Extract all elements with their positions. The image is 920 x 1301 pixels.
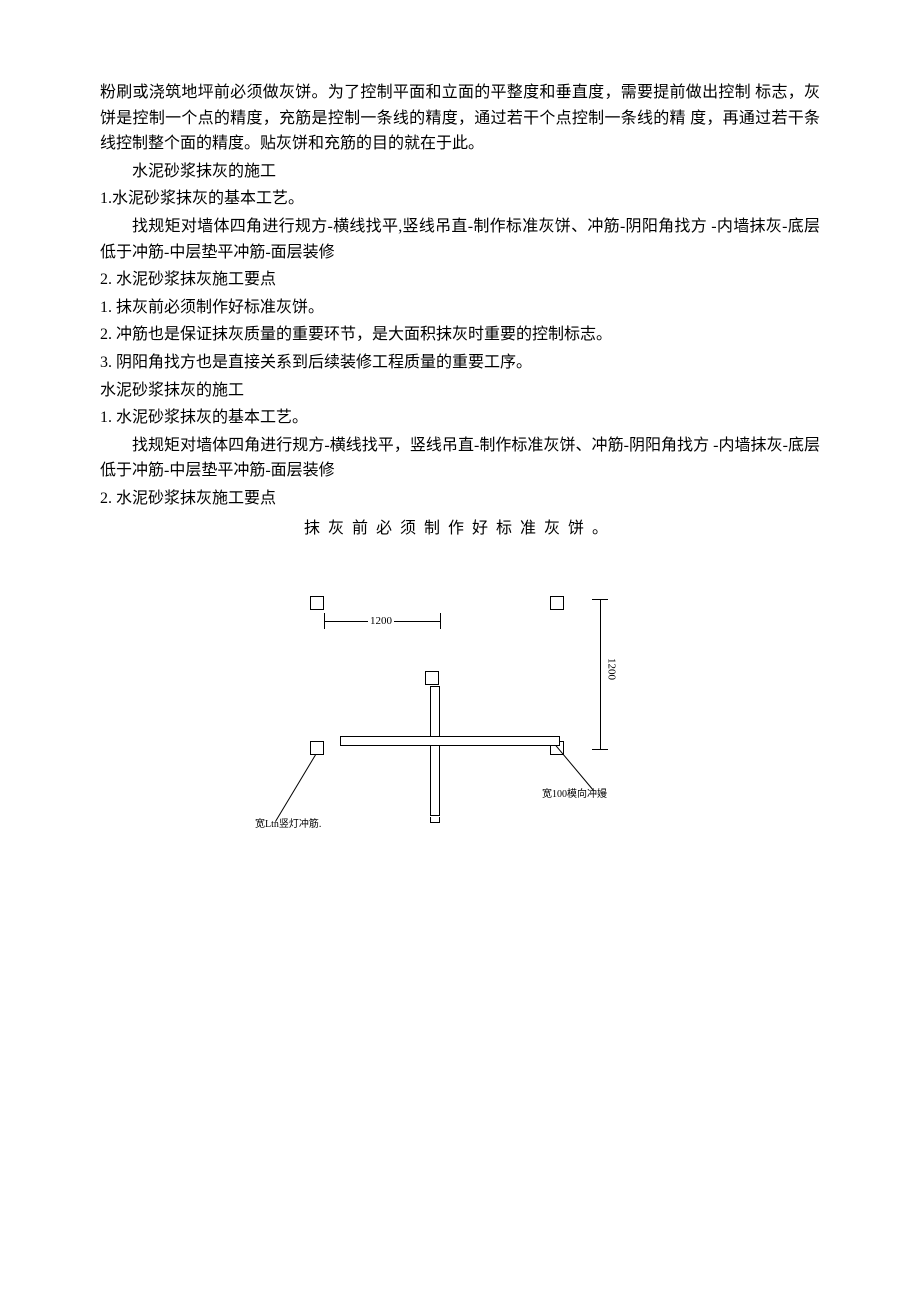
dim-label-vertical: 1200 bbox=[602, 656, 620, 682]
intro-paragraph: 粉刷或浇筑地坪前必须做灰饼。为了控制平面和立面的平整度和垂直度，需要提前做出控制… bbox=[100, 80, 820, 157]
section-heading-2: 水泥砂浆抹灰的施工 bbox=[100, 378, 820, 404]
diagram-container: 1200 1200 宽Ltn竖灯冲筋. 宽100模向冲嫚 bbox=[100, 591, 820, 851]
item-2-1: 1. 水泥砂浆抹灰的基本工艺。 bbox=[100, 405, 820, 431]
diagram: 1200 1200 宽Ltn竖灯冲筋. 宽100模向冲嫚 bbox=[280, 591, 640, 851]
dim-tick-left bbox=[324, 613, 325, 629]
dim-tick-top bbox=[592, 599, 608, 600]
leader-line-right bbox=[555, 745, 593, 790]
item-1-2-2: 2. 冲筋也是保证抹灰质量的重要环节，是大面积抹灰时重要的控制标志。 bbox=[100, 322, 820, 348]
leader-line-left bbox=[275, 755, 316, 822]
horizontal-bar bbox=[340, 736, 560, 746]
item-2-1-detail: 找规矩对墙体四角进行规方-横线找平，竖线吊直-制作标准灰饼、冲筋-阴阳角找方 -… bbox=[100, 433, 820, 484]
item-1-1: 1.水泥砂浆抹灰的基本工艺。 bbox=[100, 186, 820, 212]
dim-tick-bottom bbox=[592, 749, 608, 750]
dim-label-horizontal: 1200 bbox=[368, 613, 394, 631]
square-bottom-left bbox=[310, 741, 324, 755]
item-1-1-detail: 找规矩对墙体四角进行规方-横线找平,竖线吊直-制作标准灰饼、冲筋-阴阳角找方 -… bbox=[100, 214, 820, 265]
callout-right: 宽100模向冲嫚 bbox=[542, 787, 607, 803]
vertical-bar bbox=[430, 686, 440, 816]
item-1-2-3: 3. 阴阳角找方也是直接关系到后续装修工程质量的重要工序。 bbox=[100, 350, 820, 376]
callout-left: 宽Ltn竖灯冲筋. bbox=[255, 817, 321, 833]
section-heading-1: 水泥砂浆抹灰的施工 bbox=[100, 159, 820, 185]
item-1-2: 2. 水泥砂浆抹灰施工要点 bbox=[100, 267, 820, 293]
square-top-right bbox=[550, 596, 564, 610]
spaced-centered-text: 抹灰前必须制作好标准灰饼。 bbox=[100, 516, 820, 542]
item-2-2: 2. 水泥砂浆抹灰施工要点 bbox=[100, 486, 820, 512]
dim-line-vertical bbox=[600, 599, 601, 749]
square-middle bbox=[425, 671, 439, 685]
dim-tick-right bbox=[440, 613, 441, 629]
small-bracket bbox=[430, 817, 440, 823]
square-top-left bbox=[310, 596, 324, 610]
item-1-2-1: 1. 抹灰前必须制作好标准灰饼。 bbox=[100, 295, 820, 321]
